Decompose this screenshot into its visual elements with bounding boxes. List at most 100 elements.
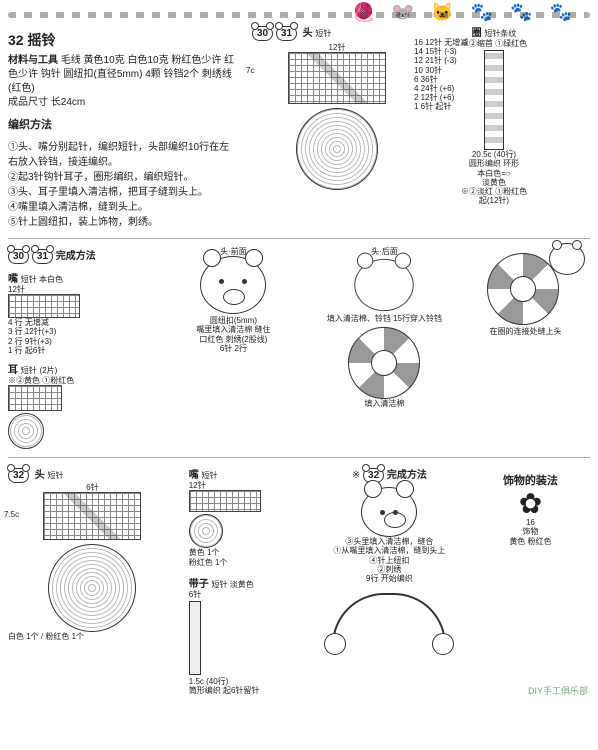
head-width: 12针 <box>252 43 422 52</box>
head-row-note: 14 15针 (-3) <box>414 47 474 56</box>
p32-head-grid <box>43 492 141 540</box>
headband-diagram <box>332 593 446 645</box>
ring-stripe-chart <box>484 50 504 150</box>
decor-n2: 黄色 粉红色 <box>509 537 551 546</box>
bear-back-diagram <box>355 259 414 311</box>
size-value: 长24cm <box>51 97 85 108</box>
head-row-note: 6 36针 <box>414 75 474 84</box>
steps-list: ①头、嘴分别起针，编织短针，头部编织10行在左右放入铃铛，接连编织。 ②起3针钩… <box>8 140 238 230</box>
head-label: 头 <box>303 28 313 39</box>
decor-n0: 16 <box>526 518 535 527</box>
face-note: 6针 2行 <box>196 344 270 353</box>
step-3: ③头、耳子里填入清洁棉，把耳子缝到头上。 <box>8 185 238 200</box>
ear-grid <box>8 385 62 411</box>
head-rows-block: 16 12针 无增减 14 15针 (-3) 12 21针 (-3) 10 30… <box>414 38 474 112</box>
p32-m-c1: 粉红色 1个 <box>189 558 228 567</box>
materials-heading: 材料与工具 <box>8 55 58 66</box>
p32-face <box>361 487 417 537</box>
p32-head-spiral <box>48 544 136 632</box>
badge-30b: 30 <box>8 249 29 264</box>
p32-head-colors: 白色 1个 / 粉红色 1个 <box>8 632 177 641</box>
p32-mouth-stitch: 短针 <box>202 471 218 480</box>
ear-spiral <box>8 413 44 449</box>
decor-title: 饰物的装法 <box>503 472 558 488</box>
front-label: 头·前面 <box>220 247 247 256</box>
watermark: DIY手工俱乐部 <box>528 684 588 697</box>
ear-stitch: 短针 <box>21 366 37 375</box>
p32-band-chart <box>189 601 201 675</box>
badge-32: 32 <box>8 468 29 483</box>
step-1: ①头、嘴分别起针，编织短针，头部编织10行在左右放入铃铛，接连编织。 <box>8 140 238 170</box>
head-row-note: 10 30针 <box>414 66 474 75</box>
p32-fn: ③头里填入清洁棉，缝合 <box>333 537 445 546</box>
p32-fn: ①从嘴里填入清洁棉，缝到头上 <box>333 546 445 555</box>
mouth-row: 1 行 起6针 <box>8 346 147 355</box>
face-notes: 圆纽扣(5mm) 嘴里填入清洁棉 缝住 口红色 刺绣(2股线) 6针 2行 <box>196 316 270 353</box>
step-4: ④嘴里填入清洁棉，缝到头上。 <box>8 200 238 215</box>
pattern-title: 32 摇铃 <box>8 30 240 50</box>
mouth-stitch: 短针 本白色 <box>21 275 63 284</box>
ring-stitch: 短针条纹 <box>484 29 516 38</box>
p32-head-w: 6针 <box>8 483 177 492</box>
p32-fn: 9行 开始编织 <box>333 574 445 583</box>
head-stitch: 短针 <box>315 29 331 38</box>
head-grid-chart <box>288 52 386 104</box>
p32-fn: ②刺绣 <box>333 565 445 574</box>
assemble-0: 填入清洁棉、铃铛 15行穿入铃铛 <box>327 314 442 323</box>
p32-face-notes: ③头里填入清洁棉，缝合 ①从嘴里填入清洁棉，缝到头上 ④针上纽扣 ②刺绣 9行 … <box>333 537 445 583</box>
flower-icon: ✿ <box>519 490 542 518</box>
divider-2 <box>8 457 590 458</box>
badge-31: 31 <box>276 26 297 41</box>
head-row-note: 4 24针 (+6) <box>414 84 474 93</box>
assembled-ring-with-head <box>465 247 585 327</box>
head-row-note: 1 6针 起针 <box>414 102 474 111</box>
p32-mouth-colors: 黄色 1个 粉红色 1个 <box>189 548 308 566</box>
bear-face-diagram <box>200 256 266 314</box>
mouth-row: 3 行 12针(+3) <box>8 327 147 336</box>
wave-divider <box>8 12 590 18</box>
p32-band-h: 1.5c (40行) <box>189 677 308 686</box>
mouth-row: 4 行 无增减 <box>8 318 147 327</box>
step-5: ⑤针上圆纽扣，装上饰物，刺绣。 <box>8 215 238 230</box>
ear-colors: ※②黄色 ①粉红色 <box>8 376 147 385</box>
back-label: 头·后面 <box>371 247 398 256</box>
ring-note: 圆形编织 环形 <box>469 159 519 168</box>
face-note: 圆纽扣(5mm) <box>196 316 270 325</box>
decor-n1: 饰物 <box>522 527 538 536</box>
finish-title: 完成方法 <box>56 251 96 262</box>
mouth-width: 12针 <box>8 285 147 294</box>
mouth-row: 2 行 9针(+3) <box>8 337 147 346</box>
p32-head-label: 头 <box>35 470 45 481</box>
ear-count: (2片) <box>40 366 58 375</box>
p32-band-label: 带子 <box>189 579 209 590</box>
materials-block: 材料与工具 毛线 黄色10克 白色10克 粉红色少许 红色少许 钩针 圆纽扣(直… <box>8 54 238 110</box>
head-height: 7c <box>246 66 254 75</box>
assemble-3: 在圈的连接处缝上头 <box>489 327 561 336</box>
ring-donut <box>348 327 420 399</box>
head-row-note: 2 12针 (+6) <box>414 93 474 102</box>
ring-start: 起(12针) <box>479 196 509 205</box>
ring-height: 20.5c (40行) <box>472 150 516 159</box>
p32-mouth-label: 嘴 <box>189 470 199 481</box>
p32-m-c0: 黄色 1个 <box>189 548 220 557</box>
ring-color-1: 淡黄色 <box>482 178 506 187</box>
method-heading: 编织方法 <box>8 116 240 132</box>
head-spiral-chart <box>296 108 378 190</box>
p32-head-stitch: 短针 <box>47 471 63 480</box>
assemble-1: 填入清洁棉 <box>364 399 404 408</box>
step-2: ②起3针钩针耳子，圈形编织，编织短针。 <box>8 170 238 185</box>
p32-head-c1: 粉红色 1个 <box>45 632 84 641</box>
p32-mouth-grid <box>189 490 261 512</box>
face-note: 嘴里填入清洁棉 缝住 <box>196 325 270 334</box>
mouth-chart <box>8 294 80 318</box>
badge-31b: 31 <box>32 249 53 264</box>
p32-band-stitch: 短针 淡黄色 <box>212 580 254 589</box>
p32-head-h: 7.5c <box>4 510 19 519</box>
badge-30: 30 <box>252 26 273 41</box>
ring-color-0: 本白色=○ <box>477 169 511 178</box>
size-label: 成品尺寸 <box>8 97 48 108</box>
p32-mouth-w: 12针 <box>189 481 308 490</box>
face-note: 口红色 刺绣(2股线) <box>196 335 270 344</box>
p32-mouth-spiral <box>189 514 223 548</box>
head-row-note: 12 21针 (-3) <box>414 56 474 65</box>
